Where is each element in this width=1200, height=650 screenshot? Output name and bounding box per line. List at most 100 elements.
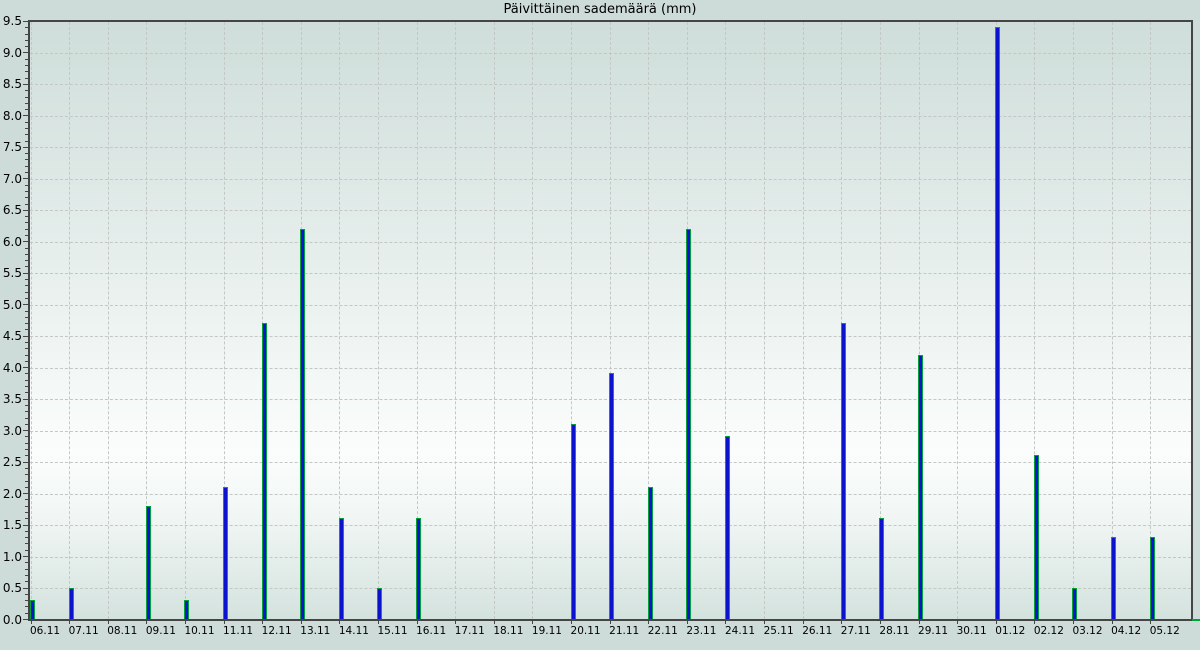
- y-minor-tick: [25, 285, 28, 287]
- y-major-tick: [23, 83, 28, 85]
- chart-title: Päivittäinen sademäärä (mm): [503, 2, 697, 17]
- y-tick-label: 5.5: [2, 266, 22, 281]
- v-gridline: [957, 22, 959, 619]
- y-minor-tick: [25, 373, 28, 375]
- v-gridline: [30, 22, 32, 619]
- y-minor-tick: [25, 530, 28, 532]
- y-minor-tick: [25, 121, 28, 123]
- baseline-right-segment: [1192, 619, 1200, 621]
- x-tick-label: 19.11: [531, 625, 562, 637]
- y-minor-tick: [25, 436, 28, 438]
- v-gridline: [1072, 22, 1074, 619]
- y-major-tick: [23, 335, 28, 337]
- y-minor-tick: [25, 253, 28, 255]
- y-minor-tick: [25, 140, 28, 142]
- x-tick: [455, 621, 457, 624]
- y-minor-tick: [25, 291, 28, 293]
- y-minor-tick: [25, 392, 28, 394]
- v-gridline: [184, 22, 186, 619]
- y-major-tick: [23, 209, 28, 211]
- y-minor-tick: [25, 190, 28, 192]
- y-minor-tick: [25, 549, 28, 551]
- y-minor-tick: [25, 184, 28, 186]
- x-tick-label: 20.11: [570, 625, 601, 637]
- x-tick-label: 24.11: [724, 625, 756, 637]
- y-minor-tick: [25, 467, 28, 469]
- bar-15.11: [377, 588, 383, 619]
- bar-10.11: [184, 600, 190, 619]
- y-minor-tick: [25, 574, 28, 576]
- v-gridline: [493, 22, 495, 619]
- y-minor-tick: [25, 354, 28, 356]
- x-tick-label: 27.11: [840, 625, 871, 637]
- x-tick: [725, 621, 727, 624]
- y-minor-tick: [25, 329, 28, 331]
- bar-07.11: [68, 588, 74, 619]
- x-tick: [1111, 621, 1113, 624]
- x-tick: [841, 621, 843, 624]
- bar-14.11: [338, 518, 344, 619]
- y-minor-tick: [25, 39, 28, 41]
- v-gridline: [571, 22, 573, 619]
- x-tick: [1034, 621, 1036, 624]
- x-tick-label: 10.11: [184, 625, 215, 637]
- x-tick-label: 23.11: [686, 625, 717, 637]
- x-tick: [416, 621, 418, 624]
- x-tick: [918, 621, 920, 624]
- x-tick-label: 29.11: [918, 625, 949, 637]
- y-major-tick: [23, 367, 28, 369]
- y-major-tick: [23, 52, 28, 54]
- y-minor-tick: [25, 109, 28, 111]
- x-tick-label: 01.12: [995, 625, 1026, 637]
- y-minor-tick: [25, 379, 28, 381]
- x-tick-label: 08.11: [107, 625, 138, 637]
- y-minor-tick: [25, 46, 28, 48]
- x-tick: [571, 621, 573, 624]
- x-tick: [493, 621, 495, 624]
- y-minor-tick: [25, 342, 28, 344]
- y-minor-tick: [25, 593, 28, 595]
- x-tick: [648, 621, 650, 624]
- y-minor-tick: [25, 511, 28, 513]
- y-minor-tick: [25, 499, 28, 501]
- x-tick-label: 21.11: [609, 625, 640, 637]
- y-tick-label: 7.5: [2, 140, 22, 155]
- y-tick-label: 0.0: [2, 612, 22, 627]
- y-major-tick: [23, 493, 28, 495]
- x-tick-label: 18.11: [493, 625, 524, 637]
- x-tick: [1150, 621, 1152, 624]
- x-tick: [686, 621, 688, 624]
- x-tick: [107, 621, 109, 624]
- x-tick-label: 30.11: [956, 625, 987, 637]
- x-tick: [532, 621, 534, 624]
- y-minor-tick: [25, 423, 28, 425]
- y-tick-label: 7.0: [2, 171, 22, 186]
- y-minor-tick: [25, 348, 28, 350]
- y-major-tick: [23, 20, 28, 22]
- x-tick-label: 07.11: [68, 625, 99, 637]
- bar-21.11: [609, 373, 615, 619]
- v-gridline: [69, 22, 71, 619]
- y-tick-label: 8.0: [2, 108, 22, 123]
- y-minor-tick: [25, 568, 28, 570]
- y-minor-tick: [25, 90, 28, 92]
- y-minor-tick: [25, 310, 28, 312]
- y-minor-tick: [25, 442, 28, 444]
- v-gridline: [1034, 22, 1036, 619]
- y-minor-tick: [25, 102, 28, 104]
- y-major-tick: [23, 304, 28, 306]
- y-minor-tick: [25, 203, 28, 205]
- x-tick-label: 02.12: [1033, 625, 1064, 637]
- x-tick-label: 28.11: [879, 625, 910, 637]
- x-tick-label: 25.11: [763, 625, 794, 637]
- x-tick: [879, 621, 881, 624]
- bar-02.12: [1033, 455, 1039, 619]
- x-tick: [184, 621, 186, 624]
- y-major-tick: [23, 115, 28, 117]
- bar-09.11: [145, 506, 151, 619]
- x-tick: [30, 621, 32, 624]
- v-gridline: [609, 22, 611, 619]
- x-tick: [223, 621, 225, 624]
- y-minor-tick: [25, 33, 28, 35]
